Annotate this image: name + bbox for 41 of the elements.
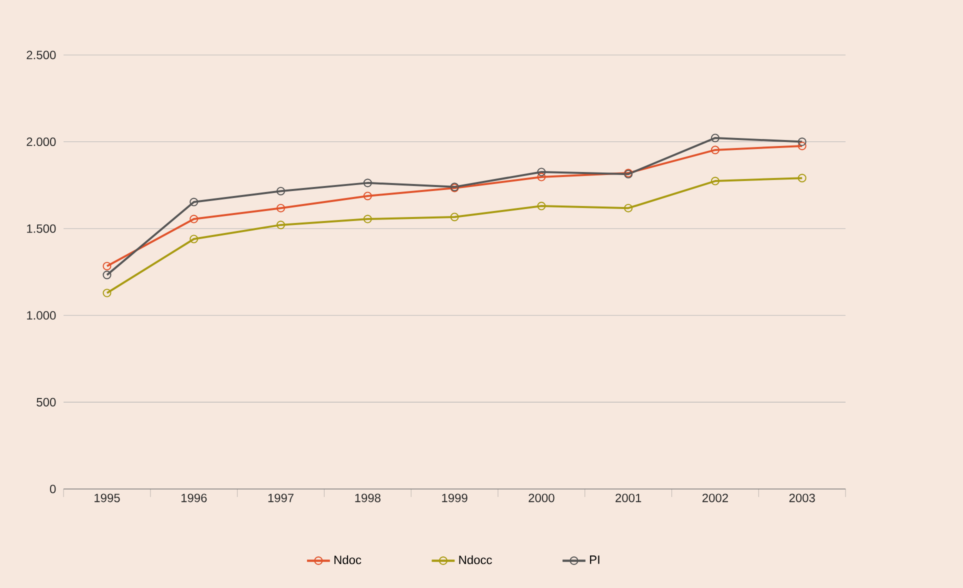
x-tick-label: 1996 <box>181 494 207 502</box>
y-tick-label: 1.500 <box>27 224 56 233</box>
y-tick-label: 0 <box>50 484 56 494</box>
point <box>102 262 112 270</box>
legend-label: Ndoc <box>334 555 362 564</box>
point <box>798 138 806 146</box>
point <box>798 174 806 182</box>
point <box>537 202 546 210</box>
x-tick-label: 1999 <box>442 494 468 502</box>
x-tick-label: 2003 <box>789 494 815 502</box>
point <box>537 168 546 176</box>
point <box>102 288 112 298</box>
point <box>450 212 459 222</box>
point <box>363 178 372 188</box>
point <box>190 198 198 206</box>
legend-label: Ndocc <box>459 555 492 564</box>
y-tick-label: 500 <box>36 398 56 406</box>
x-tick-label: 2000 <box>528 494 554 502</box>
legend-label: PI <box>590 556 600 564</box>
point <box>190 214 198 224</box>
point <box>363 214 372 224</box>
point <box>798 142 806 150</box>
point <box>102 270 112 280</box>
point <box>710 176 720 186</box>
point <box>276 186 286 196</box>
x-tick-label: 1998 <box>355 494 380 502</box>
y-tick-label: 2.500 <box>26 50 56 60</box>
point <box>624 204 633 212</box>
point <box>710 146 720 154</box>
x-tick-label: 2001 <box>616 494 642 502</box>
point <box>190 234 198 244</box>
x-tick-label: 1997 <box>268 494 294 502</box>
y-tick-label: 2.000 <box>26 138 56 146</box>
point <box>363 192 372 200</box>
point <box>276 204 286 212</box>
point <box>537 172 546 182</box>
point <box>710 134 720 142</box>
x-tick-label: 1995 <box>94 494 120 502</box>
y-tick-label: 1.000 <box>27 311 56 320</box>
x-tick-label: 2002 <box>702 494 728 502</box>
point <box>276 220 286 230</box>
